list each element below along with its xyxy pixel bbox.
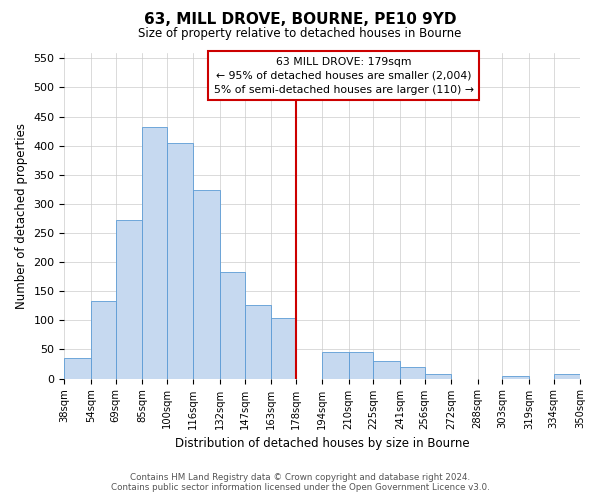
Bar [220,272,245,378]
Bar [349,352,373,378]
Bar [580,376,600,378]
Bar [271,318,296,378]
Text: Contains HM Land Registry data © Crown copyright and database right 2024.
Contai: Contains HM Land Registry data © Crown c… [110,473,490,492]
Bar [142,127,167,378]
Bar [91,301,116,378]
Bar [116,220,142,378]
Bar [245,304,271,378]
Text: 63 MILL DROVE: 179sqm
← 95% of detached houses are smaller (2,004)
5% of semi-de: 63 MILL DROVE: 179sqm ← 95% of detached … [214,57,473,95]
Bar [554,374,580,378]
Bar [193,190,220,378]
Bar [322,352,349,378]
Bar [64,358,91,378]
Bar [425,374,451,378]
X-axis label: Distribution of detached houses by size in Bourne: Distribution of detached houses by size … [175,437,470,450]
Y-axis label: Number of detached properties: Number of detached properties [15,122,28,308]
Bar [167,143,193,378]
Text: Size of property relative to detached houses in Bourne: Size of property relative to detached ho… [139,28,461,40]
Bar [502,376,529,378]
Bar [400,367,425,378]
Bar [373,361,400,378]
Text: 63, MILL DROVE, BOURNE, PE10 9YD: 63, MILL DROVE, BOURNE, PE10 9YD [144,12,456,28]
